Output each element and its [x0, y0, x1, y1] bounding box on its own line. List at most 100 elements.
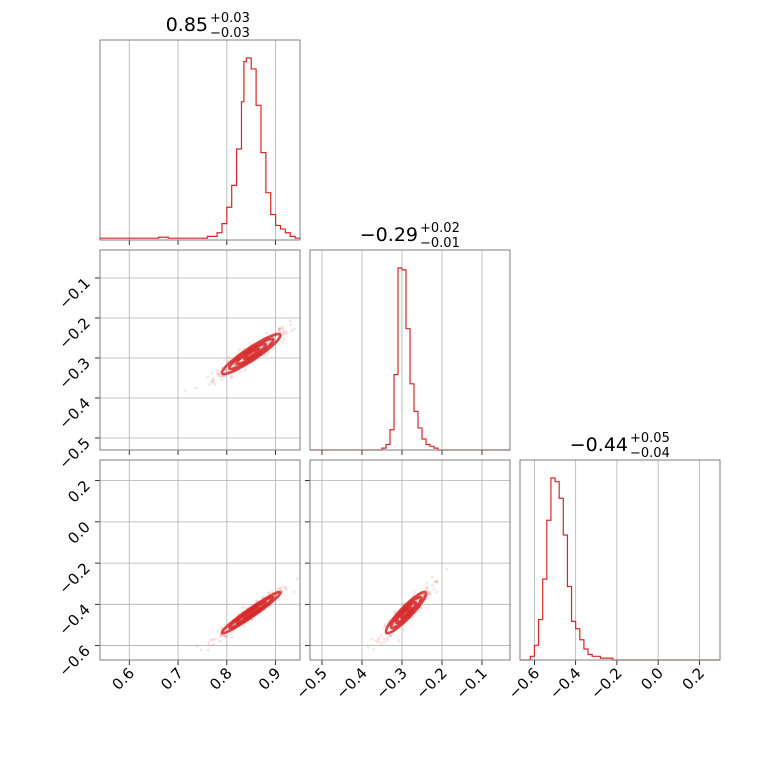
- sample-point: [224, 635, 228, 639]
- panel-title: −0.29 +0.02−0.01: [360, 221, 460, 251]
- sample-point: [280, 585, 284, 589]
- density-contour: [389, 595, 423, 630]
- sample-point: [288, 319, 292, 323]
- histogram-panel: [99, 39, 301, 245]
- density-contour: [394, 601, 418, 625]
- sample-point: [220, 365, 224, 369]
- sample-point: [206, 375, 210, 379]
- sample-point: [385, 638, 389, 642]
- sample-point: [278, 330, 282, 334]
- density-contour: [235, 342, 268, 366]
- sample-point: [231, 630, 235, 634]
- sample-point: [267, 340, 271, 344]
- x-tick-label: −0.6: [505, 664, 543, 702]
- density-contour: [242, 347, 260, 361]
- sample-point: [283, 585, 287, 589]
- sample-point: [295, 577, 299, 581]
- sample-point: [388, 634, 392, 638]
- title-plus: +0.05: [630, 431, 670, 446]
- histogram-panel: −0.6 −0.4 −0.2 0.0 0.2: [505, 459, 721, 703]
- sample-point: [292, 327, 296, 331]
- title-value: −0.44: [570, 434, 628, 456]
- sample-point: [284, 588, 288, 592]
- panel-frame: [309, 249, 511, 451]
- x-tick-label: −0.2: [412, 664, 450, 702]
- sample-point: [237, 348, 241, 352]
- sample-point: [281, 327, 285, 331]
- sample-point: [285, 330, 289, 334]
- y-tick-label: −0.2: [55, 559, 93, 597]
- sample-point: [238, 370, 242, 374]
- histogram-series: [520, 477, 720, 661]
- sample-point: [292, 590, 296, 594]
- title-value: −0.29: [360, 224, 418, 246]
- sample-point: [372, 647, 376, 651]
- x-tick-label: 0.6: [108, 664, 138, 694]
- sample-point: [434, 579, 438, 583]
- density-contour: [384, 590, 428, 635]
- sample-point: [265, 331, 269, 335]
- sample-point: [255, 599, 259, 603]
- sample-point: [366, 645, 370, 649]
- panel-background: [100, 40, 300, 240]
- density-group: [195, 577, 299, 652]
- sample-point: [230, 376, 234, 380]
- sample-point: [402, 628, 406, 632]
- panel-frame: [309, 459, 511, 661]
- sample-point: [215, 368, 219, 372]
- sample-point: [419, 606, 423, 610]
- panels-layer: −0.6 −0.4 −0.2 0.0 0.2−0.5−0.4−0.3−0.2−0.10.…: [55, 39, 721, 703]
- x-tick-label: 0.2: [679, 664, 709, 694]
- sample-point: [210, 637, 214, 641]
- sample-point: [382, 625, 386, 629]
- sample-point: [430, 575, 434, 579]
- sample-point: [279, 587, 283, 591]
- sample-point: [220, 374, 224, 378]
- sample-point: [370, 637, 374, 641]
- sample-point: [278, 327, 282, 331]
- sample-point: [281, 330, 285, 334]
- sample-point: [277, 327, 281, 331]
- sample-point: [225, 368, 229, 372]
- sample-point: [211, 376, 215, 380]
- density-contour: [220, 590, 282, 635]
- sample-point: [431, 583, 435, 587]
- sample-point: [425, 585, 429, 589]
- sample-point: [273, 335, 277, 339]
- sample-point: [266, 591, 270, 595]
- sample-point: [435, 581, 439, 585]
- sample-point: [377, 638, 381, 642]
- sample-point: [283, 586, 287, 590]
- y-tick-label: −0.2: [55, 314, 93, 352]
- x-tick-label: −0.1: [452, 664, 490, 702]
- sample-point: [278, 586, 282, 590]
- sample-point: [429, 592, 433, 596]
- sample-point: [220, 626, 224, 630]
- panel-background: [310, 460, 510, 660]
- density-contour: [220, 332, 282, 376]
- sample-point: [221, 634, 225, 638]
- sample-point: [427, 591, 431, 595]
- sample-point: [210, 380, 214, 384]
- panel-background: [520, 460, 720, 660]
- sample-point: [426, 595, 430, 599]
- x-tick-label: −0.5: [292, 664, 330, 702]
- title-minus: −0.04: [630, 446, 670, 461]
- title-plus: +0.02: [420, 221, 460, 236]
- sample-point: [230, 374, 234, 378]
- y-tick-label: −0.4: [55, 600, 93, 638]
- sample-point: [280, 340, 284, 344]
- sample-point: [379, 633, 383, 637]
- y-tick-label: −0.4: [55, 394, 93, 432]
- sample-point: [382, 640, 386, 644]
- sample-point: [211, 378, 215, 382]
- sample-point: [282, 337, 286, 341]
- sample-point: [389, 634, 393, 638]
- sample-point: [277, 596, 281, 600]
- sample-point: [383, 623, 387, 627]
- sample-point: [211, 642, 215, 646]
- sample-point: [432, 588, 436, 592]
- sample-point: [432, 580, 436, 584]
- sample-point: [207, 640, 211, 644]
- sample-point: [216, 629, 220, 633]
